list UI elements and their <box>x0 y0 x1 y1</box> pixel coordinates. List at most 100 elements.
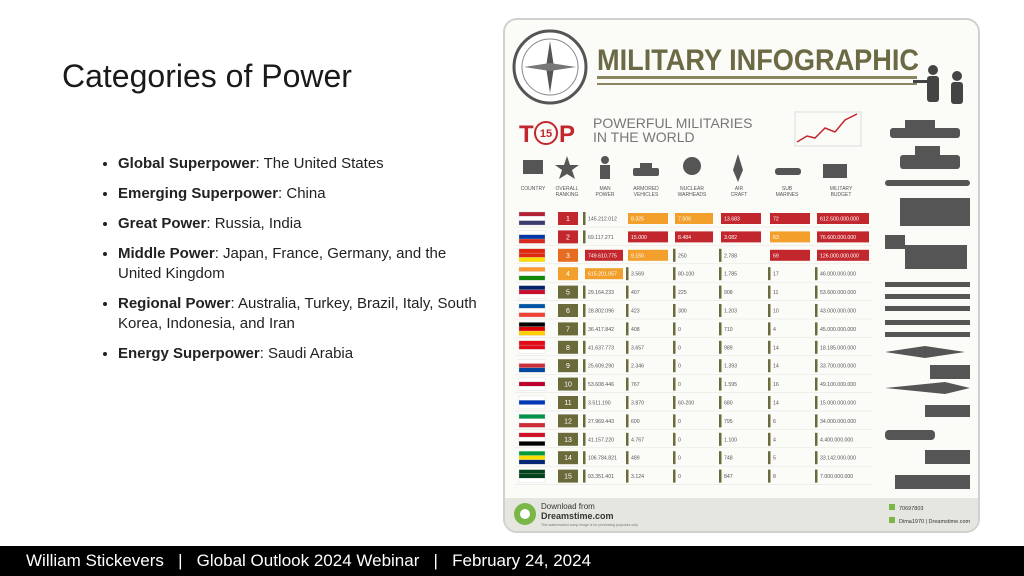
cell-bar <box>719 267 722 281</box>
cell-bar <box>815 304 818 317</box>
rank: 2 <box>566 234 570 241</box>
cell-bar <box>768 469 771 483</box>
column-header: WARHEADS <box>678 192 707 198</box>
column-header: SUB <box>782 186 793 192</box>
cell-bar <box>673 340 676 354</box>
flag <box>518 330 546 336</box>
cell-bar <box>719 248 722 262</box>
cell-highlight <box>628 213 668 224</box>
cell-value: 3.082 <box>724 235 737 241</box>
cell-bar <box>768 304 771 317</box>
cell-value: 4.767 <box>631 437 644 443</box>
download-text: Download from <box>541 502 595 511</box>
cell-value: 46.000.000.000 <box>820 272 856 278</box>
flag <box>518 326 546 332</box>
cell-bar <box>815 396 818 409</box>
flag <box>518 422 546 428</box>
cell-bar <box>583 285 586 299</box>
cell-value: 0 <box>678 437 681 443</box>
cell-bar <box>626 267 629 281</box>
column-header: POWER <box>596 192 615 198</box>
cell-value: 250 <box>678 253 687 259</box>
rank-box <box>558 212 578 225</box>
slide-title: Categories of Power <box>62 58 352 94</box>
cell-bar <box>583 230 586 244</box>
column-header: MILITARY <box>830 186 853 192</box>
bullet: Global Superpower: The United States <box>118 154 478 174</box>
infographic: MILITARY INFOGRAPHIC T 15 P POWERFUL MILITAR… <box>503 18 980 533</box>
cell-value: 0 <box>678 419 681 425</box>
cell-value: 53.608.446 <box>588 382 614 388</box>
cell-value: 8.484 <box>678 235 691 241</box>
cell-value: 847 <box>724 474 733 480</box>
cell-value: 34.000.000.000 <box>820 419 856 425</box>
cell-value: 80-100 <box>678 272 694 278</box>
flag <box>518 344 546 350</box>
cell-value: 0 <box>678 474 681 480</box>
cell-value: 43.000.000.000 <box>820 309 856 315</box>
cell-bar <box>673 377 676 391</box>
cell-value: 795 <box>724 419 733 425</box>
trend-icon <box>794 111 862 147</box>
flag <box>518 455 546 461</box>
cell-bar <box>583 432 586 446</box>
flag <box>518 303 546 309</box>
cell-value: 612.500.000.000 <box>820 217 859 223</box>
cell-highlight <box>675 231 713 243</box>
column-header: OVERALL <box>555 186 578 192</box>
cell-bar <box>626 396 629 409</box>
column-header: BUDGET <box>831 192 852 198</box>
rule <box>597 83 917 85</box>
cell-value: 5 <box>773 456 776 462</box>
cell-value: 76.600.000.000 <box>820 235 856 241</box>
rank: 3 <box>566 253 570 260</box>
cell-highlight <box>770 231 810 243</box>
cell-bar <box>768 451 771 465</box>
cell-value: 69.117.271 <box>588 235 614 241</box>
flag <box>518 418 546 424</box>
cell-bar <box>673 432 676 446</box>
rank: 15 <box>564 474 572 481</box>
image-author: Dima1970 | Dreamstime.com <box>899 519 971 525</box>
cell-value: 600 <box>631 419 640 425</box>
cell-value: 17 <box>773 272 779 278</box>
cell-value: 3.657 <box>631 345 644 351</box>
rank: 4 <box>566 271 570 278</box>
cell-value: 60-200 <box>678 401 694 407</box>
cell-value: 1.785 <box>724 272 737 278</box>
infographic-subtitle: POWERFUL MILITARIES <box>593 115 752 131</box>
cell-value: 2.788 <box>724 253 737 259</box>
cell-bar <box>583 212 586 225</box>
download-logo <box>520 509 530 519</box>
image-id: 70697803 <box>899 506 923 512</box>
cell-bar <box>626 432 629 446</box>
cell-value: 41.637.773 <box>588 345 614 351</box>
flag <box>518 414 546 419</box>
flag <box>518 459 546 465</box>
cell-value: 28.802.096 <box>588 309 614 315</box>
cell-value: 0 <box>678 345 681 351</box>
cell-bar <box>815 322 818 336</box>
rank-box <box>558 322 578 336</box>
bullet-label: Regional Power <box>118 295 231 312</box>
cell-bar <box>673 304 676 317</box>
cell-highlight <box>721 213 761 224</box>
rank: 7 <box>566 326 570 333</box>
cell-value: 6 <box>773 419 776 425</box>
cell-bar <box>815 340 818 354</box>
cell-bar <box>719 304 722 317</box>
cell-value: 0 <box>678 456 681 462</box>
bullet-label: Middle Power <box>118 245 215 262</box>
cell-bar <box>815 451 818 465</box>
rank: 10 <box>564 382 572 389</box>
cell-value: 15.000 <box>631 235 647 241</box>
flag <box>518 367 546 373</box>
cell-value: 7.506 <box>678 217 691 223</box>
cell-value: 8.325 <box>631 217 644 223</box>
flag <box>518 386 546 391</box>
cell-bar <box>815 267 818 281</box>
cell-bar <box>815 285 818 299</box>
cell-bar <box>719 285 722 299</box>
cell-bar <box>719 359 722 373</box>
